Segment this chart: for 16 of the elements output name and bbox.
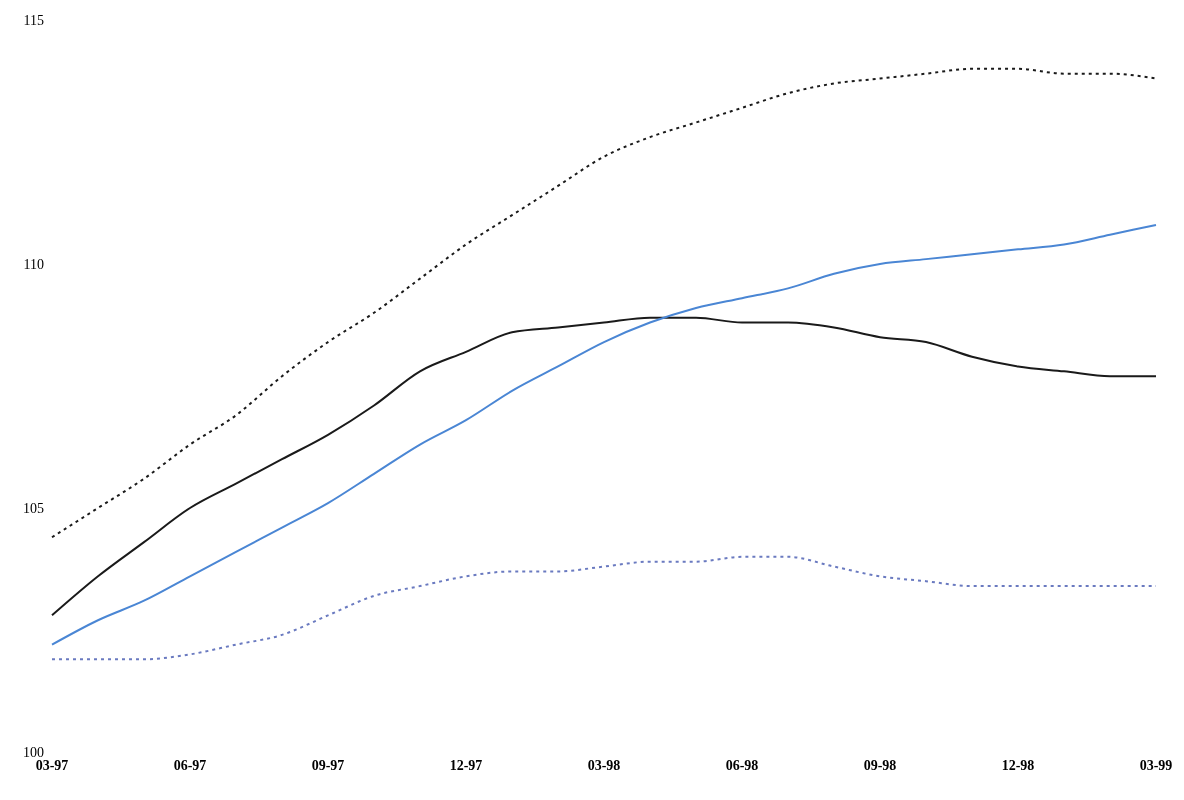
x-tick-label: 12-98	[1001, 757, 1035, 773]
x-tick-label: 03-99	[1139, 757, 1173, 773]
y-tick-label: 100	[23, 744, 44, 760]
y-tick-label: 115	[23, 12, 44, 28]
line-series	[51, 67, 1157, 539]
x-tick-label: 09-97	[311, 757, 345, 773]
x-tick-label: 06-98	[725, 757, 759, 773]
x-tick-label: 06-97	[173, 757, 207, 773]
y-tick-label: 105	[23, 500, 44, 516]
line-series	[51, 316, 1157, 617]
y-tick-label: 110	[23, 256, 44, 272]
x-tick-label: 03-98	[587, 757, 621, 773]
line-series	[51, 223, 1157, 646]
x-tick-label: 12-97	[449, 757, 483, 773]
x-tick-label: 09-98	[863, 757, 897, 773]
x-tick-label: 03-97	[35, 757, 69, 773]
